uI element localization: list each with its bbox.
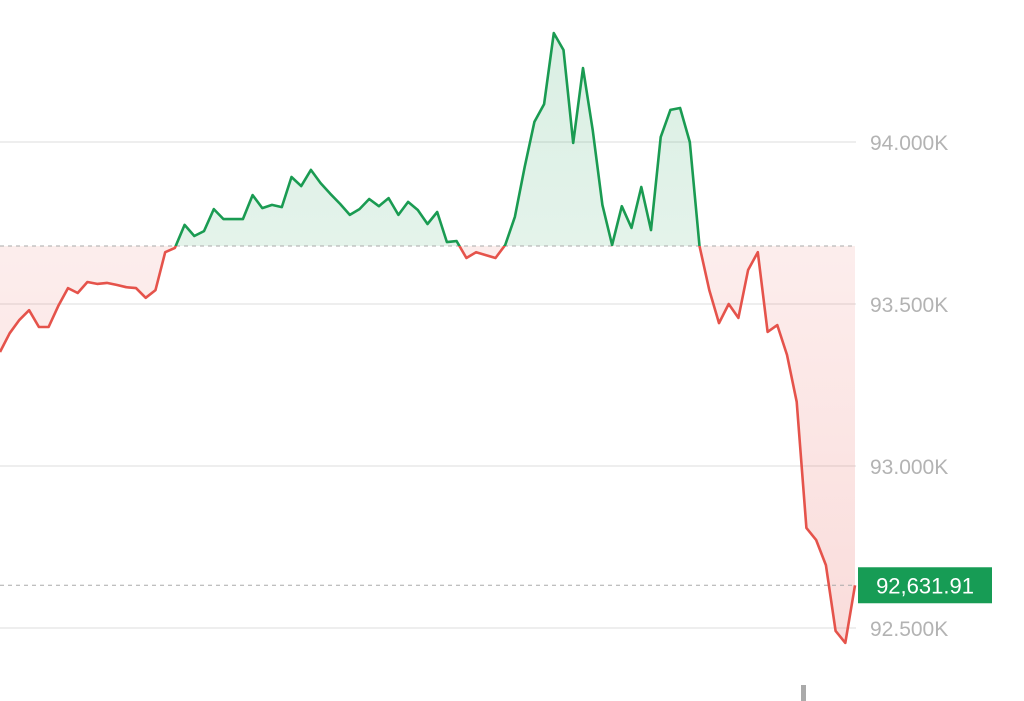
current-price-label: 92,631.91 <box>876 573 974 598</box>
y-axis: 94.000K 93.500K 93.000K 92.500K <box>870 132 948 641</box>
price-line-down <box>0 246 857 645</box>
y-tick-label: 93.000K <box>870 456 948 479</box>
price-line-up <box>174 31 701 247</box>
area-below-baseline <box>0 246 855 643</box>
current-price-badge: 92,631.91 <box>858 567 992 604</box>
grid-lines <box>0 141 856 629</box>
y-tick-label: 94.000K <box>870 132 948 155</box>
area-above-baseline <box>175 33 700 247</box>
crosshair-marker <box>801 685 806 701</box>
y-tick-label: 93.500K <box>870 294 948 317</box>
y-tick-label: 92.500K <box>870 618 948 641</box>
